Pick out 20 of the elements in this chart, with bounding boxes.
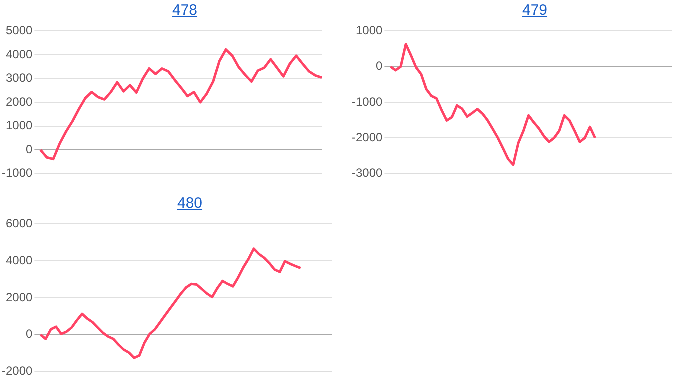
y-tick-label: 4000 (6, 47, 34, 62)
y-tick-label: 6000 (6, 216, 34, 231)
y-tick-label: -2000 (2, 364, 34, 378)
y-tick-label: 5000 (6, 24, 34, 38)
chart-title: 478 (171, 1, 199, 21)
y-tick-label: -3000 (352, 166, 384, 180)
y-tick-label: -2000 (352, 130, 384, 144)
y-tick-label: -1000 (2, 166, 34, 180)
chart-title: 479 (521, 1, 549, 21)
y-tick-label: 3000 (6, 71, 34, 86)
y-tick-label: 1000 (356, 24, 384, 38)
y-tick-label: 4000 (6, 253, 34, 268)
y-tick-label: 0 (26, 142, 34, 156)
y-tick-label: -1000 (352, 94, 384, 109)
y-tick-label: 2000 (6, 94, 34, 109)
y-tick-label: 0 (376, 59, 384, 74)
y-tick-label: 1000 (6, 118, 34, 133)
chart-title: 480 (176, 194, 204, 214)
y-tick-label: 0 (26, 327, 34, 342)
y-tick-label: 2000 (6, 290, 34, 304)
